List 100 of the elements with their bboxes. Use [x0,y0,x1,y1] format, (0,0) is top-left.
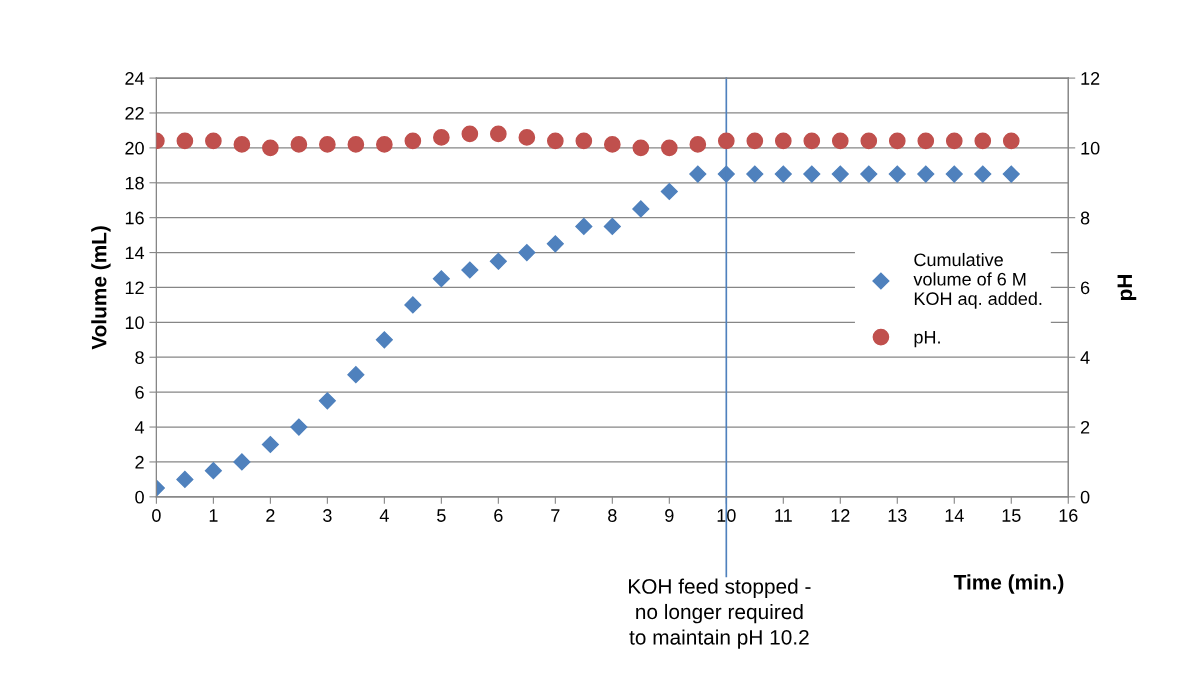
y2-tick-label: 0 [1080,490,1090,504]
point [575,132,593,150]
x-tick-label: 3 [323,509,332,522]
point [603,217,621,235]
x-tick-label: 15 [1002,509,1021,522]
point [860,132,878,150]
y-tick-label: 10 [125,316,144,330]
x-tick-label: 12 [831,509,850,522]
point [888,132,906,150]
point [945,165,963,183]
point [233,453,251,471]
point [404,296,422,314]
point [261,435,279,454]
x-tick-label: 9 [665,509,674,522]
point [831,132,849,150]
point [660,182,678,201]
point [831,165,849,183]
x-tick-label: 4 [379,509,389,522]
point [746,132,764,150]
y2-tick-label: 4 [1080,351,1090,364]
point [689,165,707,183]
y-tick-label: 12 [125,281,144,294]
point [290,136,308,153]
ref-line-label: KOH feed stopped - no longer required to maintain pH 10.2 [629,578,811,649]
y2-tick-label: 12 [1081,72,1100,85]
point [1002,132,1020,150]
x-tick-label: 7 [551,509,560,522]
x-tick-label: 0 [152,509,161,522]
y-tick-label: 0 [135,490,144,504]
x-tick-label: 16 [1059,509,1078,522]
point [860,165,878,183]
point [917,165,935,183]
x-tick-label: 5 [437,509,446,522]
x-tick-label: 11 [775,509,792,522]
point [803,165,821,183]
legend-label: Cumulative volume of 6 M KOH aq. added. [913,252,1042,309]
point [375,331,393,349]
y-tick-label: 24 [125,72,145,85]
point [917,132,935,150]
point [318,392,336,410]
point [490,125,507,143]
point [717,132,735,150]
y2-tick-label: 6 [1080,281,1090,295]
point [888,165,906,183]
x-tick-label: 1 [209,509,218,522]
y-tick-label: 14 [125,246,145,260]
x-tick-label: 8 [608,509,617,522]
y-tick-label: 22 [125,106,144,120]
point [603,136,621,153]
point [547,132,564,150]
y2-tick-label: 10 [1081,141,1100,155]
point [974,132,992,150]
y-tick-label: 6 [135,386,144,399]
point [347,136,365,153]
point [489,252,507,270]
point [689,136,707,153]
y2-tick-label: 2 [1080,420,1090,434]
point [974,165,992,183]
x-tick-label: 2 [266,509,275,522]
x-tick-label: 14 [945,509,964,522]
y-tick-label: 4 [134,421,145,434]
point [461,125,479,143]
point [632,139,650,157]
point [176,470,194,488]
point [433,129,450,146]
x-tick-label: 6 [494,509,503,522]
point [233,136,251,153]
point [575,217,593,235]
y2-tick-label: 8 [1080,211,1090,225]
y-tick-label: 2 [135,455,144,469]
point [204,462,222,480]
x-axis-title: Time (min.) [953,574,1064,594]
point [262,139,279,157]
point [176,132,194,150]
y-tick-label: 8 [135,351,144,364]
y-axis-title: Volume (mL) [91,226,111,350]
point [404,132,422,150]
point [376,136,393,153]
point [546,235,564,253]
point [945,132,963,150]
point [660,139,678,157]
legend-label: pH. [914,330,940,348]
point [432,270,450,288]
point [774,132,792,150]
point [290,418,308,436]
point [347,366,365,384]
y-tick-label: 18 [125,176,144,190]
point [774,165,792,183]
x-tick-label: 13 [888,509,907,522]
point [1002,165,1020,183]
y-tick-label: 16 [125,211,144,225]
point [518,244,536,262]
point [319,136,336,153]
point [461,261,479,279]
point [803,132,821,150]
y-tick-label: 20 [125,141,144,155]
point [632,200,650,218]
y2-axis-title: pH [1117,274,1137,300]
point [205,132,222,150]
point [518,129,536,146]
